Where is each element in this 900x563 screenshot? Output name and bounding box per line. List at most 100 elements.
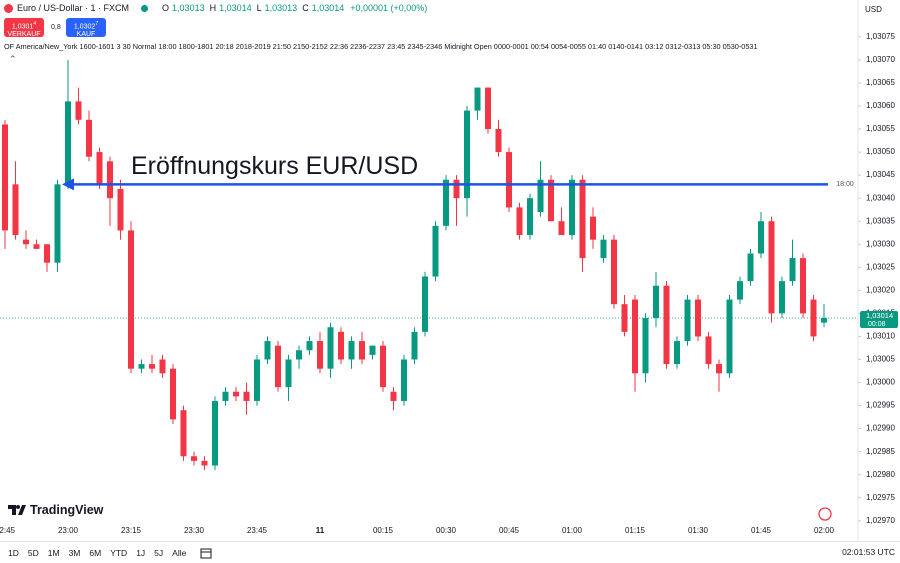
candle-body	[474, 87, 481, 111]
ohlc-values: O 1,03013 H 1,03014 L 1,03013 C 1,03014	[162, 3, 346, 13]
legend-bar: Euro / US-Dollar · 1 · FXCM O 1,03013 H 1,0…	[4, 3, 427, 13]
candle-body	[779, 281, 785, 314]
range-button[interactable]: Alle	[172, 548, 187, 558]
candle-body	[117, 188, 124, 231]
calendar-icon[interactable]	[200, 547, 212, 559]
y-tick-label: 1,03075	[866, 32, 895, 41]
last-price-countdown: 00:08	[868, 321, 886, 328]
ohlc-value: 1,03014	[219, 3, 252, 13]
candle-body	[716, 364, 722, 374]
candle-body	[243, 391, 250, 401]
candle-body	[285, 359, 292, 388]
y-tick-label: 1,03020	[866, 285, 895, 294]
candle-body	[96, 152, 103, 185]
candle-body	[590, 216, 596, 240]
y-tick-label: 1,02990	[866, 424, 895, 433]
candle-body	[810, 299, 817, 337]
collapse-chevron[interactable]: ⌃	[9, 54, 17, 64]
candle-body	[317, 341, 323, 369]
annotation-time: 18:00	[836, 181, 854, 188]
range-button[interactable]: 3M	[68, 548, 81, 558]
ohlc-value: 1,03014	[311, 3, 345, 13]
y-tick-label: 1,03060	[866, 101, 895, 110]
last-price-box	[860, 311, 898, 328]
candle-body	[401, 359, 407, 401]
range-button[interactable]: 1D	[8, 548, 19, 558]
buy-pip: 7	[95, 21, 99, 27]
x-tick-label: 00:45	[499, 526, 520, 535]
range-button[interactable]: 5J	[154, 548, 164, 558]
candle-body	[684, 299, 691, 342]
candle-body	[348, 341, 355, 360]
symbol-title[interactable]: Euro / US-Dollar · 1 · FXCM	[17, 3, 130, 13]
candle-body	[201, 460, 208, 466]
sell-button[interactable]: 1,03014 VERKAUF	[4, 18, 44, 39]
x-tick-label: 01:00	[562, 526, 583, 535]
candle-body	[138, 364, 145, 369]
candle-body	[222, 391, 229, 401]
candle-body	[33, 244, 40, 249]
range-button[interactable]: 5D	[27, 548, 39, 558]
candle-body	[327, 327, 334, 369]
market-status	[141, 4, 149, 12]
logo-icon	[8, 505, 26, 515]
clock: 02:01:53 UTC	[842, 547, 895, 557]
range-button[interactable]: 1M	[47, 548, 60, 558]
candle-body	[516, 207, 523, 236]
ohlc-value: 1,03013	[264, 3, 298, 13]
candle-body	[453, 179, 460, 199]
x-tick-label: 23:15	[121, 526, 142, 535]
ohlc-key: C	[302, 3, 309, 13]
range-button[interactable]: 1J	[136, 548, 146, 558]
currency[interactable]: USD	[865, 5, 882, 14]
candle-body	[338, 331, 344, 360]
candle-body	[800, 258, 806, 314]
price-change: +0,00001 (+0,00%)	[350, 3, 428, 13]
candle-body	[233, 391, 239, 397]
candle-body	[54, 184, 61, 263]
candle-body	[674, 341, 680, 365]
candle-body	[23, 239, 29, 245]
candle-body	[159, 359, 166, 374]
y-tick-label: 1,02975	[866, 493, 895, 502]
ohlc-key: H	[209, 3, 217, 13]
buy-button[interactable]: 1,03027 KAUF	[66, 18, 106, 38]
session-indicator: OF America/New_York 1600-1601 3 30 Norma…	[4, 42, 758, 51]
sell-pip: 4	[33, 21, 37, 27]
x-tick-label: 23:00	[58, 526, 79, 535]
annotation-text: Eröffnungskurs EUR/USD	[131, 152, 418, 180]
candle-body	[600, 239, 607, 259]
y-tick-label: 1,03000	[866, 378, 895, 387]
candle-body	[380, 345, 386, 388]
candle-body	[758, 221, 764, 254]
range-button[interactable]: YTD	[110, 548, 128, 558]
x-tick-label: 01:45	[751, 526, 772, 535]
x-tick-label: 00:30	[436, 526, 457, 535]
candle-body	[369, 345, 376, 355]
candle-body	[170, 368, 176, 420]
ohlc-key: O	[162, 3, 170, 13]
candle-body	[611, 239, 617, 305]
candle-body	[789, 258, 796, 282]
candle-body	[705, 336, 712, 365]
candle-body	[2, 124, 8, 231]
candle-body	[621, 304, 628, 332]
candle-body	[180, 410, 187, 457]
annotation-arrowhead	[62, 178, 74, 191]
y-tick-label: 1,03030	[866, 239, 895, 248]
y-tick-label: 1,03055	[866, 124, 895, 133]
sell-label: VERKAUF	[7, 31, 41, 39]
range-button[interactable]: 6M	[89, 548, 102, 558]
candle-body	[548, 179, 554, 222]
candle-body	[642, 318, 649, 374]
candle-body	[107, 161, 113, 199]
y-tick-label: 1,03050	[866, 147, 895, 156]
y-tick-label: 1,02995	[866, 401, 895, 410]
bottom-toolbar: 1D 5D 1M 3M 6M YTD 1J 5J Alle 02:01:53 UTC	[0, 541, 900, 563]
y-tick-label: 1,03035	[866, 216, 895, 225]
y-tick-label: 1,03025	[866, 262, 895, 271]
y-tick-label: 1,03065	[866, 78, 895, 87]
y-tick-label: 1,03045	[866, 170, 895, 179]
symbol-icon	[4, 3, 13, 13]
candle-body	[75, 101, 82, 120]
